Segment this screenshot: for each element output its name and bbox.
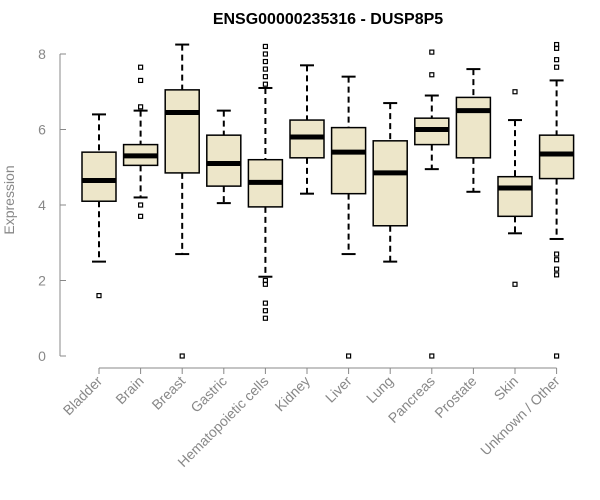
y-axis: 0 2 4 6 8 bbox=[38, 46, 66, 364]
outlier-point bbox=[262, 58, 268, 65]
x-tick-label: Liver bbox=[322, 373, 355, 406]
outlier-point bbox=[553, 251, 560, 257]
outlier-point bbox=[553, 57, 560, 63]
outlier-point bbox=[262, 66, 268, 72]
outlier-point bbox=[262, 315, 268, 321]
y-tick-label: 8 bbox=[38, 46, 46, 62]
box-iqr bbox=[455, 96, 492, 159]
outlier-point bbox=[429, 353, 435, 359]
outlier-point bbox=[262, 308, 268, 314]
outlier-point bbox=[262, 74, 268, 80]
box-group bbox=[372, 102, 408, 263]
outlier-point bbox=[429, 72, 435, 78]
box-iqr bbox=[81, 151, 117, 202]
outlier-point bbox=[512, 281, 518, 287]
outlier-point bbox=[262, 81, 268, 87]
box-iqr bbox=[206, 134, 242, 187]
box-iqr bbox=[330, 126, 367, 195]
x-tick-label: Prostate bbox=[431, 373, 479, 421]
box-group bbox=[164, 43, 200, 359]
y-tick-label: 6 bbox=[38, 122, 46, 138]
box-group bbox=[122, 64, 159, 219]
outlier-point bbox=[553, 41, 560, 48]
chart-title: ENSG00000235316 - DUSP8P5 bbox=[213, 11, 443, 28]
outlier-point bbox=[138, 64, 144, 70]
outlier-point bbox=[553, 64, 560, 70]
x-tick-label: Bladder bbox=[60, 373, 106, 419]
outlier-point bbox=[512, 89, 518, 95]
outlier-point bbox=[262, 51, 268, 57]
box-group bbox=[289, 64, 325, 195]
box-iqr bbox=[372, 140, 408, 227]
box-group bbox=[497, 89, 533, 287]
x-tick-label: Breast bbox=[148, 373, 188, 413]
box-iqr bbox=[497, 175, 533, 218]
outlier-point bbox=[138, 77, 144, 84]
outlier-point bbox=[138, 104, 144, 110]
box-group bbox=[330, 75, 367, 359]
x-tick-label: Unknown / Other bbox=[477, 373, 563, 459]
y-tick-label: 2 bbox=[38, 273, 46, 289]
outlier-point bbox=[179, 353, 185, 359]
outlier-point bbox=[96, 293, 102, 299]
outlier-point bbox=[553, 353, 560, 359]
box-series bbox=[81, 41, 575, 359]
x-tick-label: Skin bbox=[491, 373, 522, 404]
x-tick-label: Lung bbox=[363, 373, 396, 406]
outlier-point bbox=[262, 277, 268, 284]
outlier-point bbox=[138, 202, 144, 208]
outlier-point bbox=[553, 272, 560, 278]
outlier-point bbox=[553, 266, 560, 272]
outlier-point bbox=[553, 257, 560, 263]
box-group bbox=[455, 68, 492, 193]
x-tick-label: Kidney bbox=[272, 373, 314, 415]
outlier-point bbox=[138, 213, 144, 219]
y-axis-label: Expression bbox=[1, 165, 17, 234]
outlier-point bbox=[262, 300, 268, 306]
y-tick-label: 0 bbox=[38, 348, 46, 364]
outlier-point bbox=[262, 43, 268, 50]
box-group bbox=[538, 41, 575, 359]
box-group bbox=[247, 43, 284, 321]
box-group bbox=[81, 113, 117, 299]
outlier-point bbox=[346, 353, 352, 359]
y-tick-label: 4 bbox=[38, 197, 46, 213]
x-tick-label: Brain bbox=[112, 373, 146, 407]
box-iqr bbox=[164, 89, 200, 174]
outlier-point bbox=[429, 49, 435, 55]
box-group bbox=[206, 109, 242, 205]
box-group bbox=[414, 49, 450, 359]
box-iqr bbox=[538, 134, 575, 180]
